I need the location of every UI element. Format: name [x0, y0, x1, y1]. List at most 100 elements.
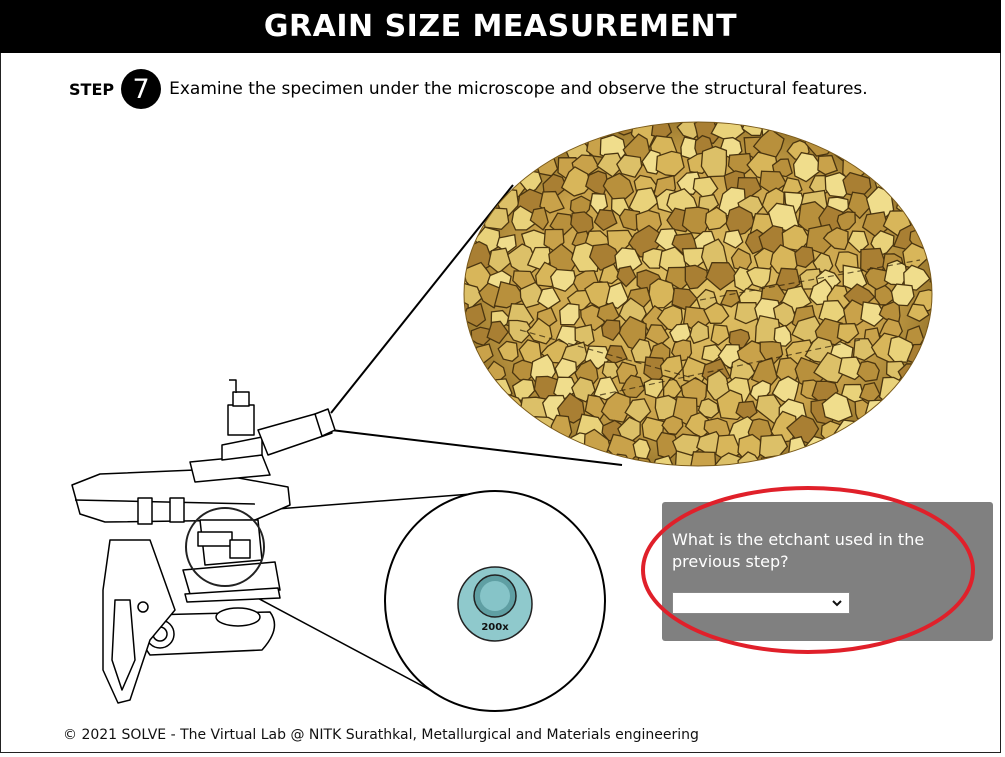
grain-cell: [486, 320, 509, 345]
grain-cell: [903, 264, 931, 291]
grain-cell: [926, 308, 932, 336]
grain-cell: [560, 166, 592, 197]
grain-cell: [840, 122, 865, 126]
grain-cell: [804, 122, 835, 146]
grain-cell: [911, 122, 932, 148]
micrograph-view: [463, 92, 968, 476]
grain-cell: [487, 153, 507, 172]
grain-cell: [546, 122, 568, 141]
grain-cell: [852, 122, 879, 145]
grain-cell: [559, 302, 580, 326]
grain-cell: [661, 415, 684, 435]
grain-cell: [616, 154, 643, 178]
grain-cell: [464, 193, 481, 215]
grain-cell: [659, 354, 684, 380]
grain-cell: [497, 340, 519, 363]
grain-cell: [942, 114, 968, 140]
grain-cell: [939, 190, 966, 218]
grain-cell: [788, 452, 809, 466]
step-instruction: STEP 7 Examine the specimen under the mi…: [69, 69, 868, 109]
grain-cell: [704, 206, 728, 231]
grain-cell: [930, 417, 932, 441]
grain-cell: [464, 122, 466, 124]
grain-cell: [783, 191, 805, 215]
grain-cell: [572, 122, 602, 126]
grain-cell: [517, 122, 546, 140]
grain-cell: [496, 122, 531, 145]
grain-cell: [471, 137, 497, 162]
grain-cell: [605, 281, 630, 310]
grain-cell: [550, 414, 573, 440]
grain-cell: [914, 194, 932, 217]
grain-cell: [596, 98, 614, 116]
grain-cell: [650, 122, 673, 140]
grain-cell: [728, 122, 754, 123]
grain-cell: [705, 261, 740, 291]
grain-cell: [464, 122, 485, 124]
grain-cell: [665, 97, 685, 120]
grain-cell: [529, 206, 549, 231]
grain-cell: [464, 436, 483, 463]
grain-cell: [929, 265, 932, 287]
grain-cell: [549, 268, 577, 293]
grain-cell: [849, 436, 876, 459]
grain-cell: [482, 173, 502, 198]
grain-cell: [551, 100, 573, 120]
grain-cell: [464, 374, 472, 406]
grain-cell: [541, 135, 560, 157]
grain-cell: [878, 376, 910, 406]
grain-cell: [860, 301, 887, 327]
grain-cell: [523, 141, 543, 160]
grain-cell: [870, 452, 893, 466]
grain-cell: [813, 122, 843, 125]
grain-cell: [931, 319, 932, 348]
grain-cell: [598, 263, 622, 285]
grain-cell: [917, 395, 932, 423]
grain-cell: [700, 145, 728, 178]
objective-lens[interactable]: [457, 566, 533, 642]
grain-cell: [871, 438, 895, 459]
grain-cell: [472, 431, 497, 457]
inclusion-streak: [519, 329, 701, 381]
grain-cell: [868, 137, 892, 164]
grain-cell: [925, 361, 932, 391]
grain-cell: [890, 122, 916, 143]
grain-cell: [899, 130, 923, 157]
grain-cell: [767, 122, 798, 125]
grain-cell: [464, 354, 467, 383]
grain-cell: [887, 335, 916, 363]
grain-cell: [524, 439, 550, 461]
grain-cell: [502, 450, 525, 466]
grain-cell: [942, 133, 966, 159]
grain-cell: [915, 454, 932, 466]
grain-cell: [621, 374, 646, 399]
grain-cell: [689, 320, 710, 345]
grain-cell: [604, 344, 628, 365]
grain-cell: [910, 439, 932, 466]
grain-cell: [919, 128, 932, 159]
grain-cell: [492, 136, 521, 164]
grain-cell: [464, 455, 481, 466]
grain-cell: [511, 205, 538, 231]
grain-cell: [616, 92, 639, 119]
grain-cell: [476, 399, 502, 426]
inclusion-streak: [599, 339, 861, 396]
grain-cell: [938, 285, 960, 306]
grain-cell: [689, 99, 711, 119]
etchant-select[interactable]: [672, 592, 850, 614]
objective-highlight-ring: [185, 507, 265, 587]
grain-cell: [941, 453, 962, 476]
grain-cell: [545, 449, 573, 466]
grain-cell: [906, 303, 930, 322]
quiz-panel: What is the etchant used in the previous…: [662, 502, 993, 641]
grain-cell: [722, 229, 744, 249]
grain-cell: [805, 223, 837, 255]
grain-cell: [480, 122, 503, 141]
step-text: Examine the specimen under the microscop…: [169, 79, 868, 99]
grain-cell: [924, 370, 932, 401]
grain-cell: [858, 417, 891, 444]
grain-cell: [850, 456, 879, 466]
grain-cell: [934, 250, 954, 271]
grain-cell: [908, 163, 932, 195]
